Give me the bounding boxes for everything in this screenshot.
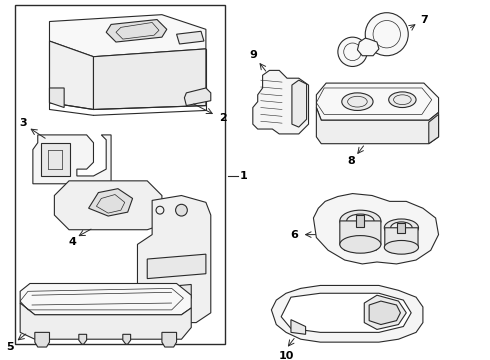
- Polygon shape: [176, 31, 204, 44]
- Polygon shape: [20, 303, 191, 339]
- Text: 4: 4: [68, 238, 76, 247]
- Polygon shape: [369, 301, 400, 325]
- Polygon shape: [15, 5, 225, 344]
- Polygon shape: [106, 19, 167, 42]
- Polygon shape: [35, 332, 49, 347]
- Text: 8: 8: [348, 156, 355, 166]
- Text: 5: 5: [6, 342, 14, 352]
- Ellipse shape: [391, 222, 412, 234]
- Polygon shape: [253, 71, 309, 134]
- Polygon shape: [79, 334, 87, 344]
- Ellipse shape: [340, 235, 381, 253]
- Polygon shape: [357, 38, 379, 56]
- Polygon shape: [291, 320, 306, 334]
- Text: 2: 2: [219, 113, 226, 123]
- Polygon shape: [33, 135, 111, 184]
- Polygon shape: [184, 88, 211, 105]
- Text: 7: 7: [420, 14, 428, 24]
- Polygon shape: [317, 83, 439, 120]
- Text: 10: 10: [278, 351, 294, 360]
- Ellipse shape: [389, 92, 416, 108]
- Polygon shape: [397, 223, 405, 233]
- Ellipse shape: [342, 93, 373, 111]
- Polygon shape: [41, 143, 70, 176]
- Polygon shape: [317, 108, 439, 144]
- Ellipse shape: [346, 214, 374, 228]
- Polygon shape: [281, 293, 411, 332]
- Ellipse shape: [340, 210, 381, 232]
- Polygon shape: [94, 49, 206, 109]
- Text: 3: 3: [19, 118, 27, 128]
- Polygon shape: [123, 334, 131, 344]
- Polygon shape: [385, 228, 418, 252]
- Polygon shape: [292, 80, 307, 127]
- Text: 9: 9: [249, 50, 257, 60]
- Polygon shape: [49, 41, 94, 109]
- Text: 6: 6: [290, 230, 298, 240]
- Polygon shape: [49, 88, 64, 108]
- Polygon shape: [162, 332, 176, 347]
- Polygon shape: [271, 285, 423, 342]
- Circle shape: [175, 204, 187, 216]
- Ellipse shape: [384, 240, 418, 254]
- Ellipse shape: [384, 219, 418, 237]
- Polygon shape: [364, 295, 406, 329]
- Polygon shape: [147, 254, 206, 279]
- Text: 1: 1: [240, 171, 248, 181]
- Polygon shape: [89, 189, 133, 216]
- Circle shape: [365, 13, 408, 56]
- Circle shape: [338, 37, 367, 67]
- Polygon shape: [356, 215, 364, 227]
- Polygon shape: [147, 284, 191, 303]
- Polygon shape: [340, 221, 381, 250]
- Polygon shape: [314, 194, 439, 264]
- Polygon shape: [20, 283, 191, 315]
- Polygon shape: [49, 15, 206, 57]
- Polygon shape: [138, 195, 211, 323]
- Polygon shape: [54, 181, 162, 230]
- Polygon shape: [429, 114, 439, 144]
